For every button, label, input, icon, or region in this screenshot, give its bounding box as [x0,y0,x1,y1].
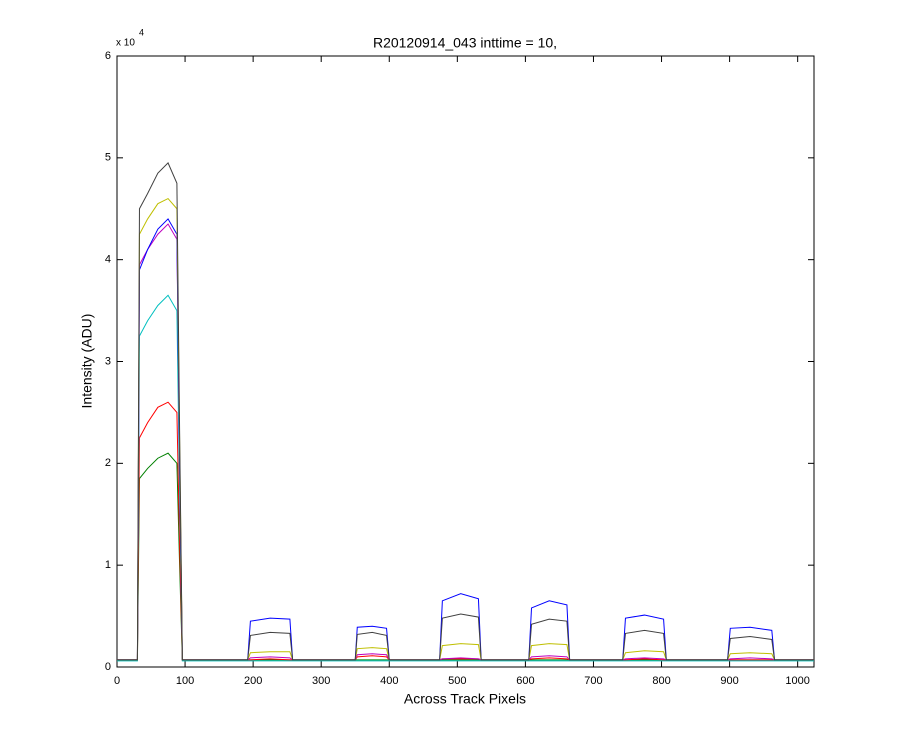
x-tick-label: 0 [114,675,120,687]
y-tick-label: 6 [105,50,111,62]
x-tick-label: 500 [448,675,466,687]
x-tick-label: 900 [720,675,738,687]
y-tick-label: 2 [105,457,111,469]
y-tick-label: 3 [105,355,111,367]
y-tick-label: 4 [105,254,111,266]
x-tick-label: 200 [244,675,262,687]
plot-area [116,55,815,668]
x-tick-label: 300 [312,675,330,687]
x-tick-label: 600 [516,675,534,687]
x-tick-label: 400 [380,675,398,687]
x-axis-label: Across Track Pixels [404,691,526,707]
y-multiplier: x 10 [116,38,135,49]
x-tick-label: 1000 [785,675,809,687]
series-line [117,294,814,662]
y-exponent: 4 [139,27,144,37]
x-tick-label: 800 [652,675,670,687]
y-axis-label: Intensity (ADU) [79,314,95,409]
chart-title: R20120914_043 inttime = 10, [373,35,557,51]
y-tick-label: 0 [105,661,111,673]
x-tick-label: 100 [176,675,194,687]
y-tick-label: 5 [105,152,111,164]
series-line [117,162,814,661]
y-tick-label: 1 [105,559,111,571]
x-tick-label: 700 [584,675,602,687]
